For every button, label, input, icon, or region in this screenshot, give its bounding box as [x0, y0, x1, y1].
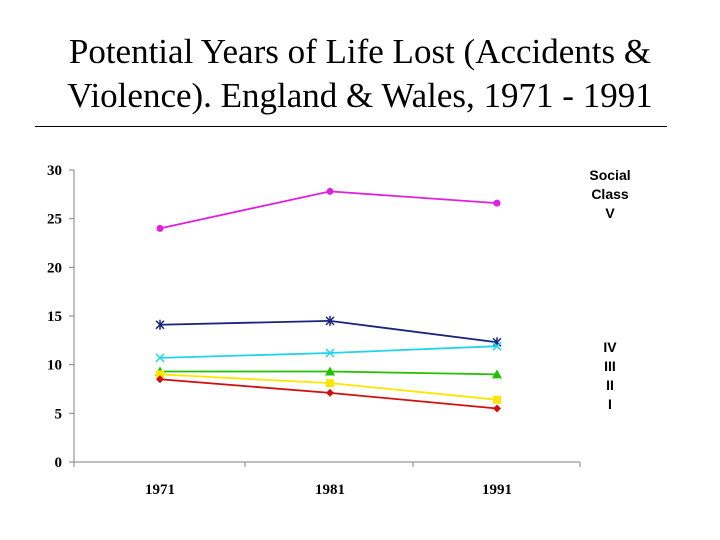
data-point	[325, 366, 335, 376]
legend-label-ii: II	[606, 377, 614, 393]
y-tick-label: 25	[47, 212, 62, 228]
y-tick-label: 0	[55, 455, 63, 471]
x-tick-label: 1971	[145, 482, 175, 498]
x-tick-label: 1991	[482, 482, 512, 498]
data-point	[492, 369, 502, 379]
data-point	[493, 199, 501, 207]
y-tick-label: 30	[47, 163, 62, 179]
data-point	[492, 341, 502, 351]
y-tick-label: 10	[47, 358, 62, 374]
series-line	[159, 190, 498, 230]
data-point	[156, 370, 164, 379]
legend-label-v: V	[605, 205, 615, 221]
x-tick-label: 1981	[315, 482, 345, 498]
data-point	[156, 375, 164, 384]
y-tick-label: 15	[47, 309, 62, 325]
chart-title: Potential Years of Life Lost (Accidents …	[0, 30, 720, 118]
legend-label-class: Class	[591, 186, 629, 202]
legend-label-i: I	[608, 396, 612, 412]
y-tick-label: 5	[55, 406, 63, 422]
series-line	[159, 319, 498, 344]
data-point	[326, 388, 334, 397]
legend-label-social: Social	[589, 167, 630, 183]
data-point	[326, 187, 334, 195]
data-point	[155, 353, 165, 363]
chart-title-line-2: Violence). England & Wales, 1971 - 1991	[67, 76, 653, 115]
legend-label-iv: IV	[603, 339, 617, 355]
data-point	[326, 379, 334, 388]
y-tick-label: 20	[47, 260, 62, 276]
data-point	[493, 404, 501, 413]
data-point	[325, 348, 335, 358]
data-point	[493, 395, 501, 404]
title-divider	[35, 126, 667, 127]
legend-label-iii: III	[604, 358, 616, 374]
chart-title-line-1: Potential Years of Life Lost (Accidents …	[68, 32, 652, 71]
data-point	[156, 224, 164, 232]
